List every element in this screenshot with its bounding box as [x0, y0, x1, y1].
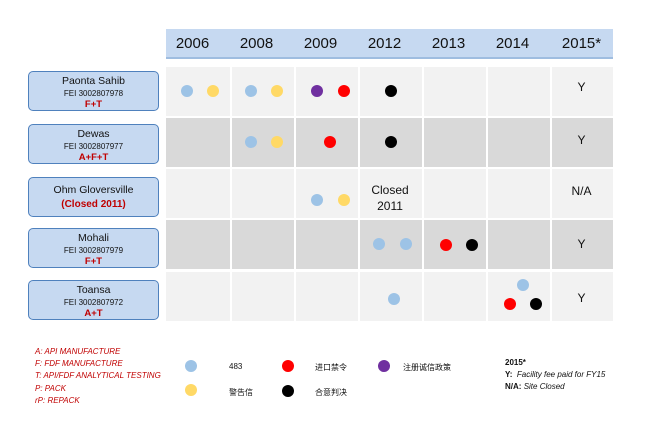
- legend-label-consent-decree: 合意判决: [315, 388, 347, 397]
- site-box-dewas: Dewas FEI 3002807977 A+F+T: [28, 124, 159, 164]
- note-y: Y: Facility fee paid for FY15: [505, 370, 606, 379]
- legend-code-testing: T: API/FDF ANALYTICAL TESTING: [35, 371, 161, 380]
- year-header-row: 2006 2008 2009 2012 2013 2014 2015*: [166, 29, 613, 59]
- event-dot-warning-letter: [207, 85, 219, 97]
- legend-label-483: 483: [229, 362, 243, 371]
- event-dot-483: [311, 194, 323, 206]
- fy15-status-mohali: Y: [577, 237, 586, 251]
- legend-dot-import-ban: [282, 360, 294, 372]
- note-na: N/A: Site Closed: [505, 382, 565, 391]
- site-box-ohm-gloversville: Ohm Gloversville (Closed 2011): [28, 177, 159, 217]
- legend-label-import-ban: 进口禁令: [315, 363, 347, 372]
- legend-code-pack: P: PACK: [35, 384, 66, 393]
- site-name: Paonta Sahib: [61, 75, 126, 87]
- site-code: F+T: [84, 256, 103, 267]
- row-ohm-gloversville: [166, 169, 613, 218]
- event-dot-consent-decree: [385, 85, 397, 97]
- year-header-2013: 2013: [431, 35, 466, 52]
- site-name: Mohali: [78, 232, 109, 244]
- event-dot-warning-letter: [271, 136, 283, 148]
- site-closed-note: (Closed 2011): [61, 199, 126, 210]
- event-dot-483: [373, 238, 385, 250]
- event-dot-import-ban: [440, 239, 452, 251]
- site-fei: FEI 3002807978: [63, 89, 124, 98]
- closed-2011-label: Closed 2011: [360, 182, 420, 214]
- year-header-2006: 2006: [175, 35, 210, 52]
- event-dot-483: [245, 85, 257, 97]
- site-code: A+T: [84, 308, 103, 319]
- legend-dot-483: [185, 360, 197, 372]
- site-box-mohali: Mohali FEI 3002807979 F+T: [28, 228, 159, 268]
- site-code: F+T: [84, 99, 103, 110]
- legend-dot-consent-decree: [282, 385, 294, 397]
- fy15-status-toansa: Y: [577, 291, 586, 305]
- site-name: Toansa: [76, 284, 111, 296]
- event-dot-483: [388, 293, 400, 305]
- site-fei: FEI 3002807972: [63, 298, 124, 307]
- event-dot-483: [517, 279, 529, 291]
- year-header-2008: 2008: [239, 35, 274, 52]
- event-dot-consent-decree: [466, 239, 478, 251]
- year-header-2014: 2014: [495, 35, 530, 52]
- fy15-status-paonta-sahib: Y: [577, 80, 586, 94]
- closed-label-line1: Closed: [371, 183, 409, 197]
- event-dot-consent-decree: [385, 136, 397, 148]
- note-title: 2015*: [505, 358, 526, 367]
- site-code: A+F+T: [78, 152, 109, 163]
- year-header-2009: 2009: [303, 35, 338, 52]
- year-header-2012: 2012: [367, 35, 402, 52]
- legend-code-repack: rP: REPACK: [35, 396, 80, 405]
- event-dot-483: [245, 136, 257, 148]
- event-dot-warning-letter: [271, 85, 283, 97]
- fy15-status-dewas: Y: [577, 133, 586, 147]
- site-fei: FEI 3002807979: [63, 246, 124, 255]
- legend-dot-integrity-policy: [378, 360, 390, 372]
- legend-label-integrity-policy: 注册诚信政策: [403, 363, 451, 372]
- site-box-toansa: Toansa FEI 3002807972 A+T: [28, 280, 159, 320]
- event-dot-483: [181, 85, 193, 97]
- row-mohali: [166, 220, 613, 269]
- event-dot-483: [400, 238, 412, 250]
- site-fei: FEI 3002807977: [63, 142, 124, 151]
- legend-label-warning-letter: 警告信: [229, 388, 253, 397]
- event-dot-import-ban: [338, 85, 350, 97]
- legend-code-fdf: F: FDF MANUFACTURE: [35, 359, 123, 368]
- closed-label-line2: 2011: [377, 199, 403, 213]
- legend-code-api: A: API MANUFACTURE: [35, 347, 121, 356]
- site-box-paonta-sahib: Paonta Sahib FEI 3002807978 F+T: [28, 71, 159, 111]
- event-dot-import-ban: [324, 136, 336, 148]
- event-dot-consent-decree: [530, 298, 542, 310]
- year-header-2015: 2015*: [561, 35, 602, 52]
- site-name: Ohm Gloversville: [53, 184, 134, 196]
- event-dot-warning-letter: [338, 194, 350, 206]
- fy15-status-ohm-gloversville: N/A: [571, 184, 592, 198]
- legend-dot-warning-letter: [185, 384, 197, 396]
- event-dot-integrity-policy: [311, 85, 323, 97]
- site-name: Dewas: [77, 128, 110, 140]
- event-dot-import-ban: [504, 298, 516, 310]
